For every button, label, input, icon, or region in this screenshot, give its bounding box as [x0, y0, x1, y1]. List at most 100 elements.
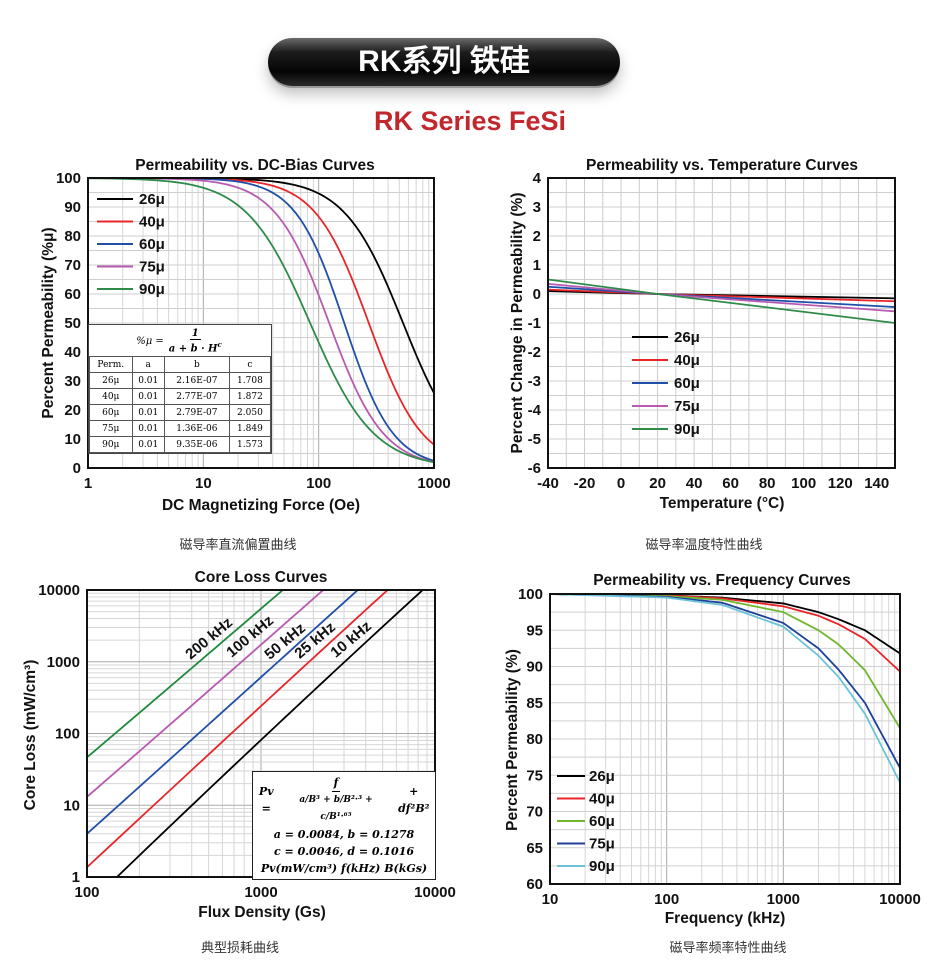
column-header: b [163, 356, 230, 374]
table-cell: 0.01 [131, 436, 165, 454]
x-tick-label: 40 [686, 475, 703, 492]
y-tick-label: 75 [526, 767, 543, 784]
x-tick-label: 10 [542, 891, 559, 908]
table-row: 90μ 0.01 9.35E-06 1.573 [89, 436, 272, 454]
y-tick-label: -2 [528, 344, 541, 361]
y-tick-label: -5 [528, 431, 541, 448]
y-tick-label: 1 [533, 257, 541, 274]
gridlines [547, 177, 896, 469]
formula-exponent: c [217, 340, 222, 349]
caption-core-loss: 典型损耗曲线 [200, 940, 279, 955]
x-tick-label: 0 [617, 475, 625, 492]
table-cell: 0.01 [131, 388, 165, 406]
table-cell: 75μ [89, 420, 133, 438]
y-axis-label: Core Loss (mW/cm³) [22, 660, 39, 811]
table-cell: 0.01 [131, 372, 165, 390]
legend-label: 60μ [674, 375, 700, 392]
x-axis-label: Frequency (kHz) [665, 910, 786, 927]
caption-dc-bias: 磁导率直流偏置曲线 [179, 537, 297, 552]
y-tick-label: 100 [56, 170, 81, 187]
x-tick-label: -40 [537, 475, 559, 492]
series-line-90μ [88, 178, 434, 464]
table-cell: 9.35E-06 [163, 436, 230, 454]
table-cell: 1.849 [228, 420, 272, 438]
column-header: a [131, 356, 165, 374]
core-loss-chart: Core Loss Curves Flux Density (Gs) Core … [22, 569, 456, 921]
x-axis-label: DC Magnetizing Force (Oe) [162, 497, 360, 514]
series-line-60μ [550, 594, 900, 729]
legend-label: 40μ [589, 791, 615, 808]
legend-label: 75μ [589, 836, 615, 853]
x-tick-label: 20 [649, 475, 666, 492]
table-cell: 2.79E-07 [163, 404, 230, 422]
series-line-90μ [548, 278, 895, 324]
legend: 26μ 40μ 60μ 75μ 90μ [97, 191, 165, 298]
formula-denominator: a/B³ + b/B²·³ + c/B¹·⁶⁵ [299, 795, 373, 822]
chart-title: Permeability vs. Temperature Curves [586, 157, 858, 174]
y-tick-label: 100 [55, 726, 80, 743]
legend-label: 26μ [674, 329, 700, 346]
series-banner: RK系列 铁硅 [268, 38, 620, 86]
series-line-10kHz [115, 590, 425, 877]
x-axis-label: Flux Density (Gs) [198, 904, 325, 921]
y-tick-label: 100 [518, 586, 543, 603]
chart-title: Permeability vs. Frequency Curves [593, 572, 851, 589]
y-tick-label: 70 [526, 804, 543, 821]
legend-label: 40μ [674, 352, 700, 369]
x-tick-label: 10000 [414, 884, 456, 901]
legend-label: 60μ [589, 813, 615, 830]
y-tick-label: 95 [526, 622, 543, 639]
legend-label: 90μ [674, 421, 700, 438]
y-tick-label: 0 [533, 286, 541, 303]
x-tick-label: 100 [791, 475, 816, 492]
series-line-50kHz [87, 590, 360, 835]
y-tick-label: 65 [526, 840, 543, 857]
y-axis-label: Percent Permeability (%) [504, 649, 521, 831]
series-lines [550, 594, 900, 783]
x-tick-label: 10 [195, 475, 212, 492]
y-tick-label: 3 [533, 199, 541, 216]
legend-label: 90μ [589, 858, 615, 875]
legend-label: 75μ [674, 398, 700, 415]
legend: 26μ 40μ 60μ 75μ 90μ [557, 768, 615, 875]
legend-label: 26μ [589, 768, 615, 785]
y-tick-label: 1000 [47, 654, 80, 671]
x-axis-label: Temperature (°C) [660, 495, 785, 512]
y-tick-label: 4 [533, 170, 542, 187]
y-axis-label: Percent Change in Permeability (%) [509, 193, 526, 454]
y-tick-label: 80 [64, 228, 81, 245]
series-line-100kHz [87, 590, 325, 798]
formula-denominator: a + b · H [168, 343, 218, 355]
formula-lhs: Pv = [258, 785, 274, 815]
table-cell: 0.01 [131, 420, 165, 438]
table-cell: 1.36E-06 [163, 420, 230, 438]
y-tick-label: 70 [64, 257, 81, 274]
table-cell: 2.050 [228, 404, 272, 422]
column-header: Perm. [89, 356, 133, 374]
y-tick-label: 10 [63, 797, 80, 814]
y-tick-label: 0 [73, 460, 81, 477]
formula-tail: + df²B² [398, 785, 430, 815]
y-tick-label: -3 [528, 373, 541, 390]
x-tick-label: 100 [654, 891, 679, 908]
x-tick-label: 100 [306, 475, 331, 492]
dc-bias-formula: %μ = 1 a + b · Hc [89, 325, 271, 356]
x-tick-label: 1000 [244, 884, 277, 901]
plot-frame [549, 593, 901, 885]
series-line-90μ [550, 594, 900, 783]
table-cell: 1.708 [228, 372, 272, 390]
x-tick-label: 140 [864, 475, 889, 492]
table-cell: 0.01 [131, 404, 165, 422]
y-tick-label: 30 [64, 373, 81, 390]
caption-frequency: 磁导率频率特性曲线 [669, 940, 787, 955]
core-loss-formula: Pv = f a/B³ + b/B²·³ + c/B¹·⁶⁵ + df²B² a … [252, 771, 436, 880]
series-line-25kHz [87, 590, 389, 868]
y-tick-label: 90 [526, 659, 543, 676]
temperature-chart: Permeability vs. Temperature Curves Temp… [509, 157, 896, 512]
y-tick-label: -4 [528, 402, 542, 419]
y-tick-label: 50 [64, 315, 81, 332]
chart-title: Permeability vs. DC-Bias Curves [135, 157, 375, 174]
formula-lhs: %μ = [136, 335, 164, 347]
